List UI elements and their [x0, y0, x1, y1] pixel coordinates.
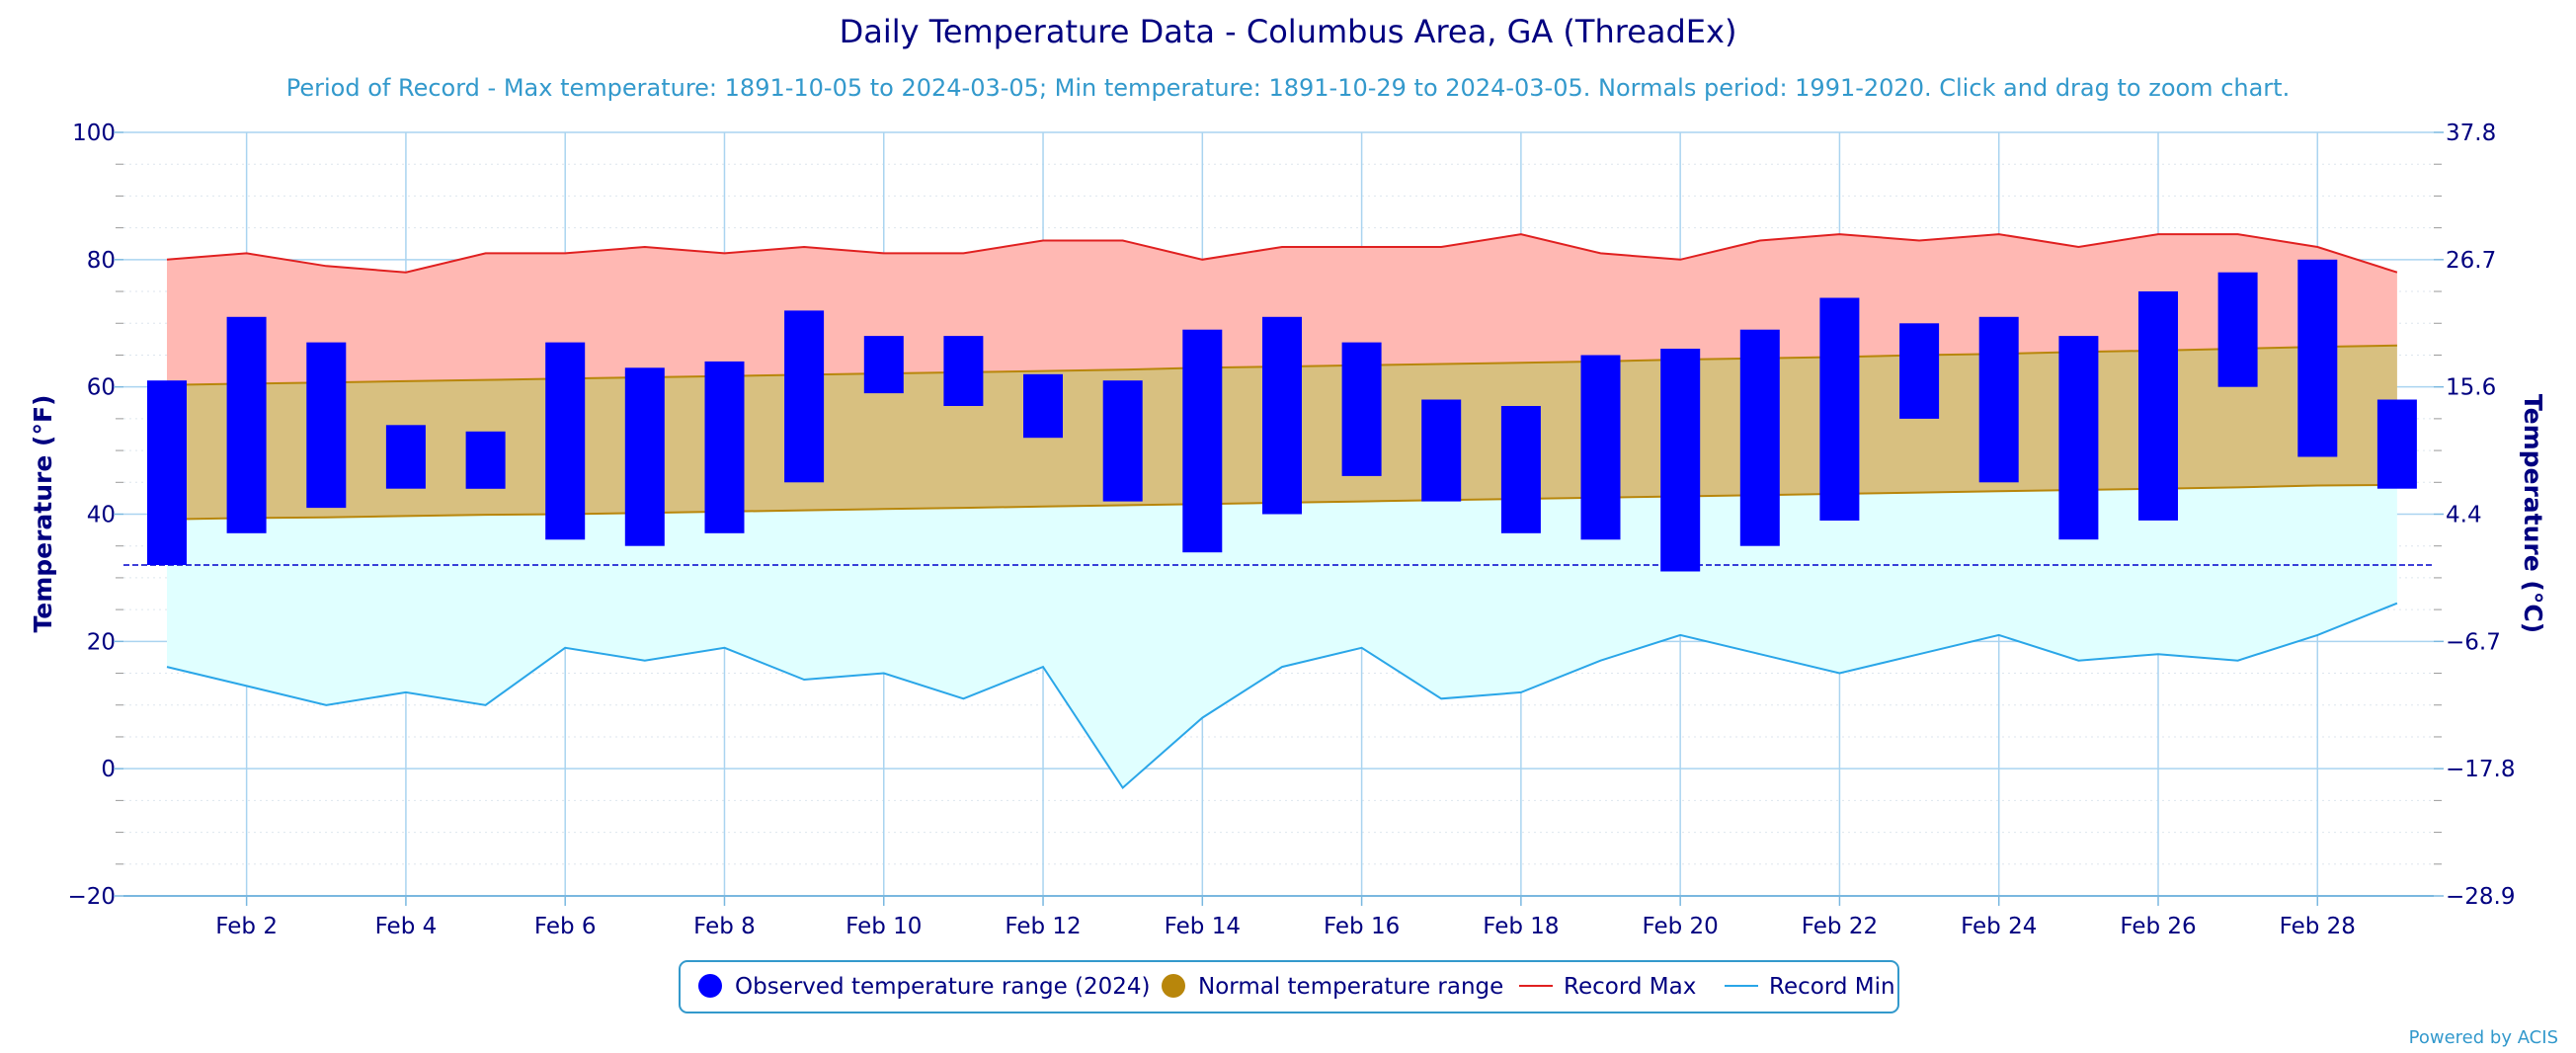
legend-item-observed[interactable]: Observed temperature range (2024): [698, 974, 1151, 1000]
x-tick-label: Feb 20: [1643, 914, 1719, 939]
legend-item-normal[interactable]: Normal temperature range: [1162, 974, 1503, 1000]
y-tick-label-right: −28.9: [2446, 884, 2515, 910]
y-tick-label-right: 4.4: [2446, 503, 2482, 528]
y-tick-label-left: 20: [87, 629, 116, 655]
observed-bar[interactable]: [1500, 406, 1541, 533]
legend-record-min-label: Record Min: [1769, 974, 1895, 1000]
observed-bar[interactable]: [1739, 329, 1780, 546]
legend-normal-label: Normal temperature range: [1198, 974, 1503, 1000]
y-tick-label-left: −20: [67, 884, 116, 910]
observed-bar[interactable]: [2376, 399, 2417, 489]
legend-item-record-max[interactable]: Record Max: [1519, 974, 1696, 1000]
observed-bar[interactable]: [1023, 373, 1063, 439]
legend-item-record-min[interactable]: Record Min: [1725, 974, 1895, 1000]
x-tick-label: Feb 18: [1483, 914, 1559, 939]
y-tick-label-left: 0: [101, 757, 116, 782]
x-tick-label: Feb 14: [1165, 914, 1241, 939]
observed-bar[interactable]: [2058, 336, 2099, 540]
observed-bar[interactable]: [147, 380, 187, 565]
x-tick-label: Feb 10: [845, 914, 922, 939]
y-tick-label-left: 100: [72, 121, 116, 146]
observed-bar[interactable]: [1421, 399, 1462, 502]
observed-bar[interactable]: [2297, 259, 2338, 457]
chart-subtitle: Period of Record - Max temperature: 1891…: [286, 74, 2290, 102]
observed-bar[interactable]: [624, 367, 665, 546]
observed-bar[interactable]: [1580, 355, 1621, 540]
y-axis-title-right: Temperature (°C): [2519, 394, 2547, 633]
x-tick-label: Feb 22: [1802, 914, 1878, 939]
x-tick-label: Feb 4: [375, 914, 438, 939]
observed-bar[interactable]: [1341, 342, 1382, 476]
chart-title: Daily Temperature Data - Columbus Area, …: [840, 13, 1737, 50]
x-tick-label: Feb 6: [534, 914, 597, 939]
observed-bar[interactable]: [1102, 380, 1143, 502]
y-tick-label-right: −6.7: [2446, 629, 2501, 655]
y-tick-label-right: −17.8: [2446, 757, 2515, 782]
record-min-line: [166, 602, 2398, 790]
record-min-area: [167, 484, 2397, 788]
observed-bar[interactable]: [306, 342, 347, 509]
legend-normal-symbol: [1162, 974, 1185, 998]
legend-observed-label: Observed temperature range (2024): [735, 974, 1151, 1000]
x-tick-label: Feb 2: [215, 914, 278, 939]
observed-bar[interactable]: [1899, 323, 1940, 419]
observed-bar[interactable]: [2138, 291, 2178, 521]
legend-observed-symbol: [698, 974, 722, 998]
x-tick-label: Feb 8: [693, 914, 756, 939]
y-tick-label-right: 26.7: [2446, 248, 2496, 274]
observed-bar[interactable]: [465, 431, 506, 489]
y-tick-label-right: 15.6: [2446, 375, 2496, 401]
y-tick-label-left: 40: [87, 503, 116, 528]
legend: Observed temperature range (2024) Normal…: [679, 960, 1899, 1013]
y-tick-label-left: 60: [87, 375, 116, 401]
y-axis-title-left: Temperature (°F): [29, 395, 57, 633]
x-tick-label: Feb 26: [2120, 914, 2196, 939]
observed-bar[interactable]: [1978, 316, 2019, 483]
observed-bar[interactable]: [863, 336, 904, 394]
observed-bar[interactable]: [2217, 272, 2258, 387]
x-tick-label: Feb 16: [1324, 914, 1400, 939]
legend-record-max-label: Record Max: [1564, 974, 1696, 1000]
x-tick-label: Feb 24: [1961, 914, 2037, 939]
observed-bar[interactable]: [704, 361, 745, 533]
observed-bar[interactable]: [385, 425, 426, 489]
x-tick-label: Feb 12: [1005, 914, 1081, 939]
observed-bars[interactable]: [147, 259, 2417, 572]
observed-bar[interactable]: [1182, 329, 1223, 553]
observed-bar[interactable]: [943, 336, 984, 406]
legend-box: [679, 960, 1899, 1013]
observed-bar[interactable]: [1262, 316, 1302, 515]
y-tick-label-left: 80: [87, 248, 116, 274]
observed-bar[interactable]: [784, 310, 825, 483]
acis-credit-link[interactable]: Powered by ACIS: [2409, 1027, 2558, 1048]
observed-bar[interactable]: [1819, 297, 1860, 522]
axes: 100 80 60 40 20 0 −20 37.8 26.7 15.6 4.4 −6.7 −17.8 −…: [67, 121, 2515, 939]
observed-bar[interactable]: [226, 316, 267, 533]
observed-bar[interactable]: [1660, 349, 1701, 572]
y-tick-label-right: 37.8: [2446, 121, 2496, 146]
record-max-line: [166, 233, 2398, 274]
x-tick-label: Feb 28: [2280, 914, 2356, 939]
observed-bar[interactable]: [545, 342, 586, 540]
